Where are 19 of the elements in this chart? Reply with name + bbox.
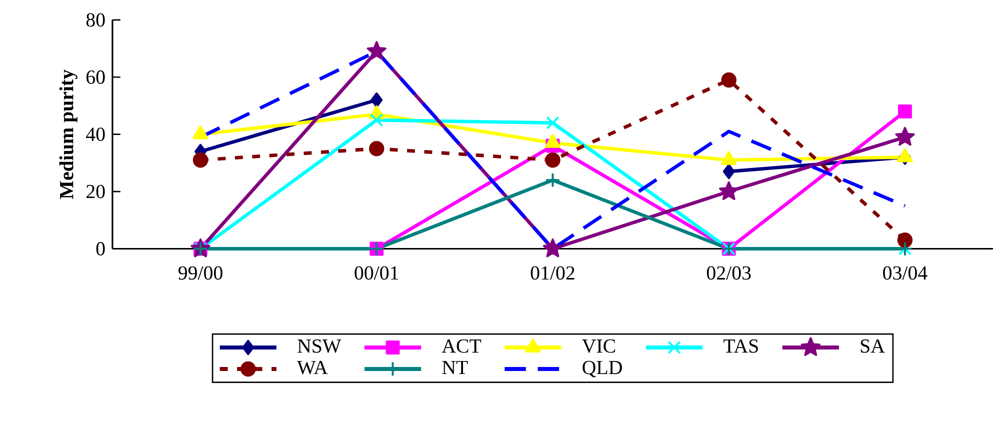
y-tick-label: 0 (96, 242, 105, 256)
legend-label: ACT (442, 339, 482, 353)
legend-label: NSW (298, 339, 342, 353)
legend-label: TAS (723, 339, 758, 353)
x-tick-label: 00/01 (354, 266, 398, 280)
y-tick-label: 60 (86, 70, 105, 84)
x-tick-label: 02/03 (706, 266, 751, 280)
x-tick-label: 01/02 (530, 266, 574, 280)
y-axis-title: Medium purity (59, 70, 78, 200)
legend-label: QLD (582, 360, 622, 378)
legend-label: VIC (582, 339, 615, 353)
x-tick-label: 03/04 (883, 266, 928, 280)
y-tick-label: 40 (86, 128, 105, 142)
legend-label: SA (860, 339, 885, 353)
x-tick-label: 99/00 (178, 266, 222, 280)
y-tick-label: 20 (86, 184, 105, 198)
y-tick-label: 80 (86, 13, 105, 27)
legend-label: NT (442, 361, 468, 374)
legend-label: WA (297, 360, 328, 374)
